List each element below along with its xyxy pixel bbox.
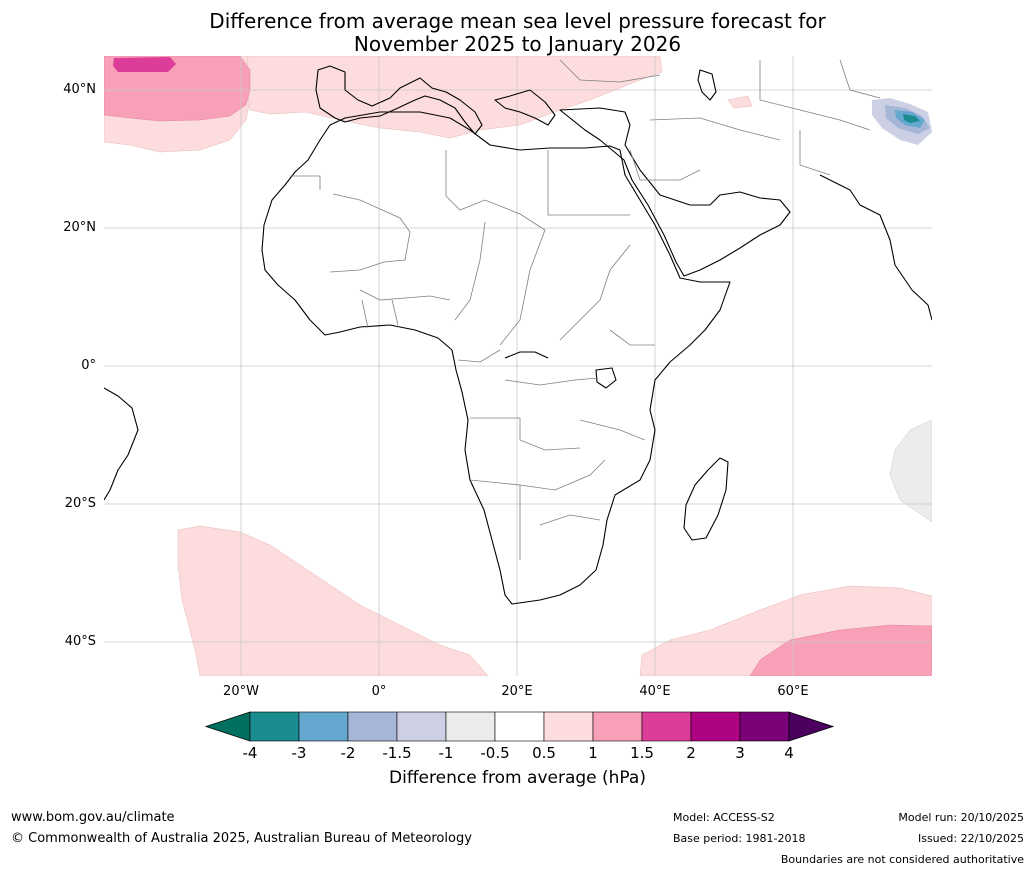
colorbar-segment <box>543 711 594 742</box>
border-line <box>799 130 831 176</box>
border-line <box>649 117 781 141</box>
colorbar-segment <box>445 711 496 742</box>
colorbar-tick-label: -4 <box>242 744 258 762</box>
lon-label-20w: 20°W <box>223 684 259 699</box>
south-america-coastline <box>104 387 139 501</box>
colorbar-tick-label: -2 <box>340 744 356 762</box>
border-line <box>445 150 546 231</box>
colorbar-tick-label: 2 <box>686 744 696 762</box>
colorbar-segment <box>494 711 545 742</box>
colorbar-segment <box>396 711 447 742</box>
border-line <box>359 289 451 301</box>
border-line <box>332 193 411 233</box>
colorbar-segment <box>690 711 741 742</box>
colorbar-tick-label: 1.5 <box>630 744 654 762</box>
graticule <box>104 56 932 676</box>
footer-base-period: Base period: 1981-2018 <box>673 832 806 845</box>
colorbar-segment <box>592 711 643 742</box>
lake-victoria-coastline <box>595 367 617 389</box>
border-line <box>839 59 881 99</box>
chart-title: Difference from average mean sea level p… <box>0 10 1035 56</box>
border-line <box>547 150 630 216</box>
border-line <box>629 149 701 181</box>
border-line <box>499 229 546 346</box>
footer-website[interactable]: www.bom.gov.au/climate <box>11 810 175 825</box>
europe-coastline <box>315 65 483 135</box>
anomaly-area-himalaya-peak <box>903 114 920 123</box>
border-line <box>457 349 501 363</box>
country-borders <box>290 59 881 560</box>
border-line <box>470 417 581 451</box>
lat-label-0: 0° <box>81 358 96 373</box>
lat-label-40s: 40°S <box>64 634 96 649</box>
map-area <box>104 56 932 676</box>
lon-label-0: 0° <box>371 684 387 699</box>
middle-east-coastline <box>559 107 791 277</box>
border-line <box>579 419 646 441</box>
border-line <box>519 459 606 491</box>
colorbar-title: Difference from average (hPa) <box>389 768 646 788</box>
border-line <box>609 329 655 346</box>
colorbar-tick-label: -3 <box>291 744 307 762</box>
lon-label-40e: 40°E <box>639 684 671 699</box>
anomaly-area-north-atlantic-strong <box>104 56 251 122</box>
border-line <box>391 299 399 326</box>
footer-model-run: Model run: 20/10/2025 <box>898 811 1024 824</box>
lat-label-40n: 40°N <box>63 82 96 97</box>
anomaly-area-arabian <box>727 95 753 109</box>
border-line <box>559 244 631 341</box>
anomaly-area-south-atlantic <box>177 525 489 676</box>
border-line <box>539 514 601 526</box>
footer-disclaimer: Boundaries are not considered authoritat… <box>780 853 1024 866</box>
lat-label-20s: 20°S <box>64 496 96 511</box>
colorbar-segment <box>249 711 300 742</box>
colorbar-tick-label: 4 <box>784 744 794 762</box>
border-line <box>361 299 369 329</box>
colorbar-over-arrow <box>788 711 835 742</box>
gulf-of-guinea-island <box>504 351 549 359</box>
colorbar-tick-label: -0.5 <box>480 744 510 762</box>
border-line <box>559 59 661 83</box>
footer-model: Model: ACCESS-S2 <box>673 811 775 824</box>
title-line-1: Difference from average mean sea level p… <box>209 9 826 33</box>
colorbar-segment <box>641 711 692 742</box>
madagascar-coastline <box>683 457 729 541</box>
colorbar <box>204 711 835 742</box>
colorbar-tick-label: 3 <box>735 744 745 762</box>
colorbar-segment <box>739 711 790 742</box>
lon-label-20e: 20°E <box>501 684 533 699</box>
anomaly-area-north-atlantic-peak <box>113 57 176 72</box>
lat-label-20n: 20°N <box>63 220 96 235</box>
colorbar-tick-label: 0.5 <box>532 744 556 762</box>
border-line <box>504 377 599 386</box>
india-coastline <box>819 174 932 321</box>
colorbar-tick-label: 1 <box>588 744 598 762</box>
footer-copyright: © Commonwealth of Australia 2025, Austra… <box>11 831 472 846</box>
footer-issued: Issued: 22/10/2025 <box>917 832 1024 845</box>
balkans-coastline <box>494 89 556 126</box>
africa-coastline <box>261 111 731 605</box>
border-line <box>290 175 321 190</box>
anomaly-area-south-indian-strong <box>749 624 932 676</box>
lon-label-60e: 60°E <box>777 684 809 699</box>
border-line <box>454 221 486 321</box>
colorbar-tick-label: -1.5 <box>382 744 412 762</box>
coastlines <box>104 65 932 605</box>
border-line <box>759 60 871 131</box>
colorbar-segment <box>298 711 349 742</box>
title-line-2: November 2025 to January 2026 <box>353 32 682 56</box>
colorbar-segment <box>347 711 398 742</box>
colorbar-tick-label: -1 <box>438 744 454 762</box>
colorbar-under-arrow <box>204 711 251 742</box>
caspian-coastline <box>697 69 717 101</box>
anomaly-area-indian-ocean-negative <box>889 419 932 523</box>
border-line <box>329 231 411 273</box>
